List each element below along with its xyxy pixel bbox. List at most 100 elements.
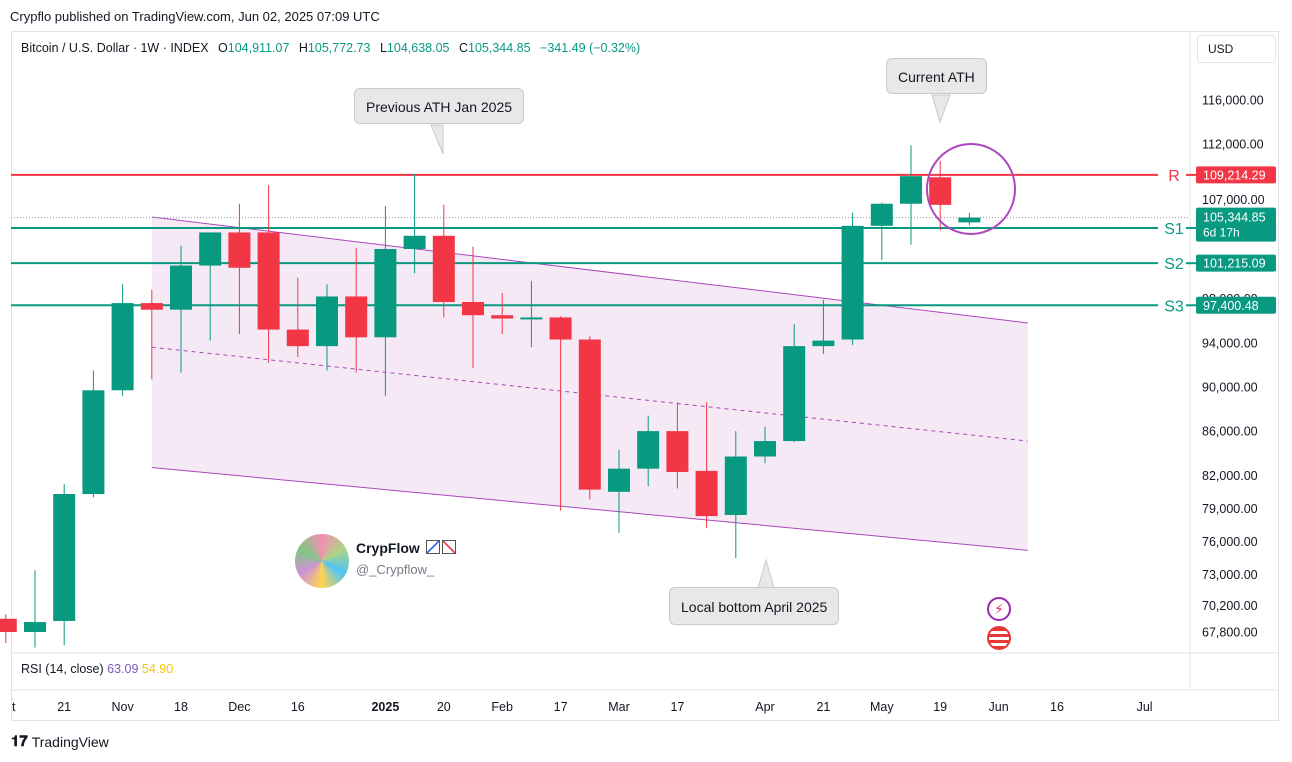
last-price-tag-bg xyxy=(1196,207,1276,242)
currency-button[interactable]: USD xyxy=(1197,35,1276,63)
candle-body xyxy=(637,431,660,469)
chart-type-icon xyxy=(426,540,440,554)
candle xyxy=(53,484,76,646)
trend-icon xyxy=(442,540,456,554)
candle-body xyxy=(608,468,630,492)
y-tick-label: 67,800.00 xyxy=(1202,626,1258,640)
candle-body xyxy=(53,494,76,621)
candle-body xyxy=(812,340,835,347)
candle xyxy=(520,281,543,348)
tradingview-logo-icon: 𝟏𝟕 xyxy=(11,733,28,750)
candle-body xyxy=(286,329,309,347)
current-ath-pointer xyxy=(931,94,951,124)
rsi-ma-value: 54.90 xyxy=(141,662,174,676)
open-label: O xyxy=(218,41,228,55)
candle-body xyxy=(257,232,280,330)
candle xyxy=(958,212,981,226)
current-ath-callout: Current ATH xyxy=(886,58,987,94)
candle xyxy=(403,173,426,274)
x-tick-label: Jun xyxy=(989,700,1009,714)
candle xyxy=(754,426,776,464)
lightning-icon[interactable]: ⚡ xyxy=(987,597,1011,621)
rsi-legend: RSI (14, close) 63.09 54.90 xyxy=(21,662,173,676)
candle-body xyxy=(695,470,718,517)
candle-body xyxy=(754,441,776,457)
last-price-tag: 105,344.85 xyxy=(1203,211,1266,225)
level-price-tag-s2-bg xyxy=(1196,254,1276,272)
level-price-tag-r-bg xyxy=(1196,166,1276,184)
candle xyxy=(666,402,689,489)
x-tick-label: Dec xyxy=(228,700,250,714)
candle xyxy=(257,184,280,363)
previous-ath-callout: Previous ATH Jan 2025 xyxy=(354,88,525,124)
candle-body xyxy=(841,225,864,340)
candle xyxy=(316,284,338,371)
candles[interactable] xyxy=(0,145,981,653)
x-tick-label: Nov xyxy=(111,700,134,714)
local-bottom-callout: Local bottom April 2025 xyxy=(669,587,840,625)
y-tick-label: 86,000.00 xyxy=(1202,425,1258,439)
candle-body xyxy=(199,232,222,266)
us-flag-icon[interactable] xyxy=(987,626,1011,650)
candle xyxy=(374,205,397,396)
candle xyxy=(608,449,630,533)
candle xyxy=(24,570,46,648)
candle-body xyxy=(666,431,689,472)
candle-body xyxy=(462,301,484,316)
published-header: Crypflo published on TradingView.com, Ju… xyxy=(10,9,380,24)
author-avatar-icon[interactable] xyxy=(295,534,349,588)
candle xyxy=(345,247,368,373)
high-value: 105,772.73 xyxy=(307,41,371,55)
level-name-s3: S3 xyxy=(1164,298,1184,315)
candle-body xyxy=(929,177,952,205)
x-tick-label: 18 xyxy=(174,700,188,714)
local-bottom-pointer xyxy=(757,558,775,589)
candle xyxy=(724,431,747,559)
candle-body xyxy=(432,235,455,302)
y-tick-label: 107,000.00 xyxy=(1202,193,1265,207)
author-card[interactable]: CrypFlow @_Crypflow_ xyxy=(295,533,485,591)
candle-body xyxy=(24,622,46,632)
candle xyxy=(111,284,134,396)
author-badges xyxy=(426,540,456,554)
candle xyxy=(0,614,17,644)
y-tick-label: 94,000.00 xyxy=(1202,336,1258,350)
candle-body xyxy=(870,203,893,226)
low-value: 104,638.05 xyxy=(386,41,450,55)
tradingview-brand[interactable]: 𝟏𝟕 TradingView xyxy=(11,733,109,750)
candle-body xyxy=(170,265,192,310)
candle xyxy=(637,415,660,487)
level-name-r: R xyxy=(1168,168,1180,185)
x-tick-label: 21 xyxy=(816,700,830,714)
chart-frame xyxy=(11,31,1279,721)
candle-body xyxy=(403,235,426,250)
candle xyxy=(199,232,222,341)
x-axis[interactable]: t 21 Nov 18 Dec 16 2025 20 Feb 17 Mar 17 Apr 21 May 19 J… xyxy=(12,700,1153,714)
candle-body xyxy=(958,217,981,223)
x-tick-label: t xyxy=(12,700,16,714)
candle xyxy=(812,299,835,354)
x-tick-label: May xyxy=(870,700,894,714)
candle xyxy=(783,324,806,443)
candle xyxy=(432,204,455,318)
candle xyxy=(491,293,514,334)
y-axis[interactable]: 116,000.00 112,000.00 107,000.00 94,000.00 9… xyxy=(1202,94,1265,640)
level-name-s2: S2 xyxy=(1164,256,1184,273)
candle-body xyxy=(783,346,806,442)
symbol-title: Bitcoin / U.S. Dollar · 1W · INDEX xyxy=(21,41,209,55)
bar-countdown: 6d 17h xyxy=(1203,226,1240,240)
price-tags: 109,214.29104,400.00101,215.0997,400.481… xyxy=(1196,166,1276,314)
candle-body xyxy=(724,456,747,516)
candle xyxy=(170,245,192,373)
candle xyxy=(462,246,484,369)
x-tick-label: Feb xyxy=(491,700,513,714)
author-name[interactable]: CrypFlow xyxy=(356,540,420,556)
x-tick-label: 19 xyxy=(933,700,947,714)
candle-body xyxy=(228,232,251,268)
candle xyxy=(841,212,864,346)
candle xyxy=(140,289,163,380)
change-value: −341.49 (−0.32%) xyxy=(540,41,641,55)
symbol-legend: Bitcoin / U.S. Dollar · 1W · INDEX O 104,… xyxy=(21,41,640,55)
tradingview-label: TradingView xyxy=(31,733,109,750)
